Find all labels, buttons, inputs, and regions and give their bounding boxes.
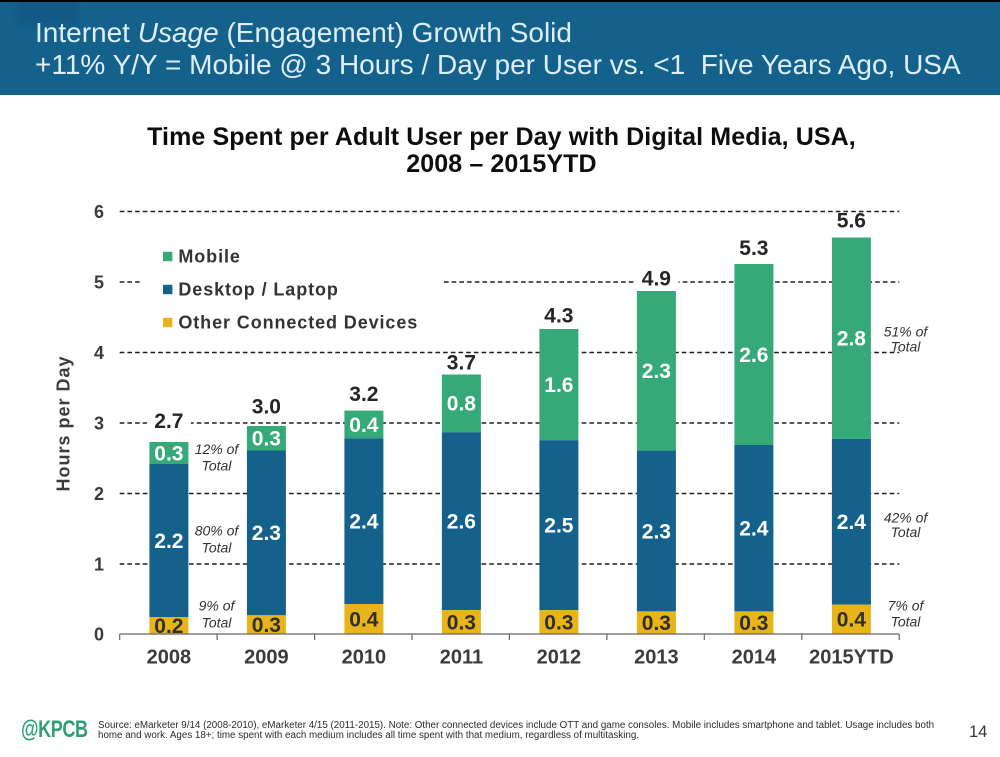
svg-text:2010: 2010 bbox=[342, 647, 387, 669]
svg-text:0.3: 0.3 bbox=[642, 612, 671, 635]
svg-text:2011: 2011 bbox=[440, 647, 483, 669]
svg-text:Other Connected Devices: Other Connected Devices bbox=[178, 313, 418, 333]
svg-text:4: 4 bbox=[94, 343, 104, 363]
svg-text:2.8: 2.8 bbox=[837, 328, 867, 351]
svg-text:4.3: 4.3 bbox=[544, 304, 573, 327]
svg-text:2.7: 2.7 bbox=[154, 410, 183, 433]
svg-text:Total: Total bbox=[202, 540, 233, 556]
svg-text:2012: 2012 bbox=[537, 647, 582, 669]
svg-text:0.2: 0.2 bbox=[154, 615, 183, 638]
svg-text:2.6: 2.6 bbox=[447, 511, 476, 534]
svg-text:0.3: 0.3 bbox=[154, 442, 183, 465]
svg-text:2.3: 2.3 bbox=[252, 522, 281, 545]
svg-text:1: 1 bbox=[94, 555, 104, 575]
svg-text:2008: 2008 bbox=[147, 647, 192, 669]
svg-text:2.4: 2.4 bbox=[739, 518, 769, 541]
svg-text:12% of: 12% of bbox=[195, 441, 241, 457]
svg-text:2009: 2009 bbox=[244, 647, 289, 669]
svg-text:0.4: 0.4 bbox=[349, 608, 379, 631]
svg-text:0.3: 0.3 bbox=[252, 428, 281, 451]
svg-text:5.3: 5.3 bbox=[739, 237, 768, 260]
svg-text:2.2: 2.2 bbox=[154, 530, 183, 553]
svg-text:4.9: 4.9 bbox=[642, 268, 671, 291]
svg-text:0.3: 0.3 bbox=[544, 611, 573, 634]
svg-text:2: 2 bbox=[94, 484, 104, 504]
svg-text:Mobile: Mobile bbox=[178, 247, 240, 267]
svg-text:9% of: 9% of bbox=[199, 598, 237, 614]
svg-text:3.0: 3.0 bbox=[252, 396, 281, 419]
svg-text:2.4: 2.4 bbox=[837, 511, 867, 534]
svg-text:0.3: 0.3 bbox=[739, 612, 768, 635]
svg-text:80% of: 80% of bbox=[195, 523, 241, 539]
svg-text:0.8: 0.8 bbox=[447, 393, 477, 416]
svg-text:2.6: 2.6 bbox=[739, 344, 768, 367]
svg-text:2.3: 2.3 bbox=[642, 520, 671, 543]
svg-text:Total: Total bbox=[202, 615, 233, 631]
svg-text:0.3: 0.3 bbox=[252, 614, 281, 637]
svg-text:6: 6 bbox=[94, 202, 104, 222]
svg-text:0.3: 0.3 bbox=[447, 611, 476, 634]
svg-text:Desktop / Laptop: Desktop / Laptop bbox=[178, 280, 338, 300]
svg-text:3: 3 bbox=[94, 414, 104, 434]
svg-text:2015YTD: 2015YTD bbox=[809, 647, 894, 669]
svg-text:0: 0 bbox=[94, 625, 104, 645]
svg-text:Total: Total bbox=[891, 614, 922, 630]
svg-text:2.3: 2.3 bbox=[642, 360, 671, 383]
svg-text:42% of: 42% of bbox=[884, 510, 930, 526]
svg-text:1.6: 1.6 bbox=[544, 374, 573, 397]
svg-text:Total: Total bbox=[891, 339, 922, 355]
svg-text:2013: 2013 bbox=[634, 647, 679, 669]
svg-text:7% of: 7% of bbox=[888, 598, 926, 614]
svg-text:2.4: 2.4 bbox=[349, 510, 379, 533]
svg-text:3.7: 3.7 bbox=[447, 351, 476, 374]
svg-text:2014: 2014 bbox=[732, 647, 777, 669]
svg-text:3.2: 3.2 bbox=[349, 383, 378, 406]
svg-text:5: 5 bbox=[94, 273, 104, 293]
svg-text:2.5: 2.5 bbox=[544, 515, 574, 538]
svg-text:5.6: 5.6 bbox=[837, 210, 866, 233]
svg-text:0.4: 0.4 bbox=[349, 414, 379, 437]
svg-text:Hours per Day: Hours per Day bbox=[54, 355, 74, 491]
svg-text:51% of: 51% of bbox=[884, 324, 930, 340]
svg-text:Total: Total bbox=[891, 524, 922, 540]
svg-text:0.4: 0.4 bbox=[837, 609, 867, 632]
svg-text:Total: Total bbox=[202, 458, 233, 474]
